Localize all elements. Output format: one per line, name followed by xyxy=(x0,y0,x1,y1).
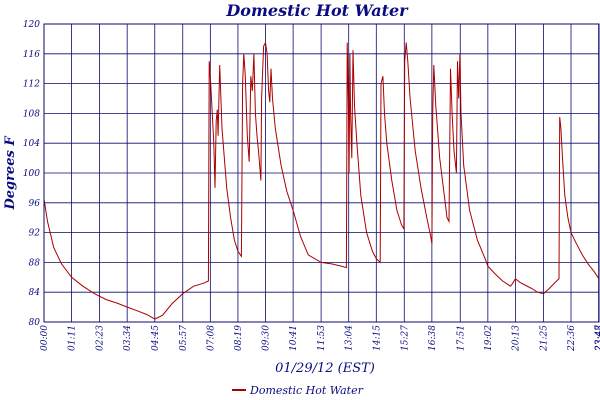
y-tick-label: 88 xyxy=(29,258,41,268)
legend-label: Domestic Hot Water xyxy=(249,384,364,397)
y-tick-label: 80 xyxy=(29,318,41,328)
x-tick-label: 08:19 xyxy=(234,325,244,351)
x-tick-label: 13:04 xyxy=(345,325,355,351)
x-tick-label: 03:34 xyxy=(123,325,133,351)
legend: Domestic Hot Water xyxy=(232,384,364,397)
x-tick-label: 20:13 xyxy=(511,325,521,352)
x-tick-label: 00:00 xyxy=(40,325,50,351)
x-tick-label: 05:57 xyxy=(179,325,189,351)
y-tick-label: 96 xyxy=(29,199,41,209)
plot-frame xyxy=(43,23,600,323)
series-line-domestic-hot-water xyxy=(43,40,600,320)
x-tick-label: 23:47 xyxy=(595,325,600,352)
x-tick-label: 09:30 xyxy=(262,325,272,351)
chart-title: Domestic Hot Water xyxy=(225,1,409,20)
y-tick-labels: 80 84 88 92 96 100 104 108 112 116 120 xyxy=(23,20,40,328)
x-tick-labels: 00:00 01:11 02:23 03:34 04:45 05:57 07:08 08:19… xyxy=(40,325,600,352)
x-tick-label: 16:38 xyxy=(428,325,438,351)
x-tick-label: 19:02 xyxy=(484,325,494,351)
x-tick-label: 11:53 xyxy=(317,325,327,351)
x-axis-title: 01/29/12 (EST) xyxy=(275,361,375,376)
y-tick-label: 120 xyxy=(23,20,40,30)
grid xyxy=(43,23,600,323)
x-tick-label: 02:23 xyxy=(96,325,106,351)
x-tick-label: 22:36 xyxy=(567,325,577,352)
x-tick-label: 04:45 xyxy=(151,325,161,351)
y-tick-label: 100 xyxy=(23,169,40,179)
y-tick-label: 108 xyxy=(23,109,40,119)
x-tick-label: 07:08 xyxy=(206,325,216,351)
y-tick-label: 84 xyxy=(29,288,41,298)
x-tick-label: 23:48 xyxy=(595,325,600,352)
x-tick-label: 10:41 xyxy=(289,325,299,351)
x-tick-label: 17:51 xyxy=(456,325,466,351)
y-tick-label: 104 xyxy=(23,139,40,149)
y-tick-label: 116 xyxy=(23,50,40,60)
x-tick-label: 01:11 xyxy=(68,325,78,351)
y-axis-title: Degrees F xyxy=(3,136,18,211)
y-tick-label: 112 xyxy=(23,80,40,90)
x-tick-label: 14:15 xyxy=(372,325,382,351)
y-tick-label: 92 xyxy=(29,229,41,239)
x-tick-label: 15:27 xyxy=(400,325,410,351)
x-tick-label: 21:25 xyxy=(539,325,549,352)
